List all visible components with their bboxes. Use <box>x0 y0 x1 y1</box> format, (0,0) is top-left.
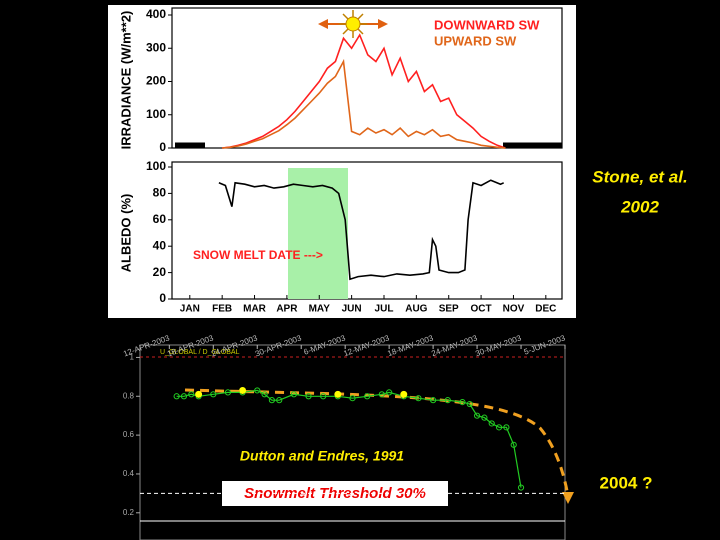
legend-entry: DOWNWARD SW <box>434 17 540 32</box>
y-tick-label: 40 <box>153 238 167 252</box>
x-tick-label: 24-MAY-2003 <box>430 333 479 358</box>
data-point <box>305 393 312 400</box>
data-point <box>510 441 517 448</box>
x-tick-label: OCT <box>471 304 492 315</box>
x-tick-label: 30-MAY-2003 <box>474 333 523 358</box>
data-point <box>290 391 297 398</box>
forecast-arrow <box>562 492 574 504</box>
x-tick-label: 30-APR-2003 <box>254 333 303 358</box>
data-point <box>224 389 232 396</box>
data-point <box>173 393 180 400</box>
data-point <box>415 395 422 402</box>
data-point <box>364 393 371 400</box>
citation: Stone, et al. <box>592 167 687 186</box>
y-tick-label: 0.6 <box>123 430 135 439</box>
x-tick-label: JUL <box>375 304 394 315</box>
y-tick-label: 100 <box>146 107 166 121</box>
lower-frame <box>139 344 566 540</box>
legend-entry: UPWARD SW <box>434 33 517 48</box>
y-tick-label: 1 <box>130 353 135 362</box>
y-tick-label: 0 <box>159 291 166 305</box>
series-line <box>218 179 505 281</box>
y-axis-label: ALBEDO (%) <box>118 194 133 273</box>
melt-period <box>288 168 348 299</box>
x-tick-label: MAY <box>309 304 331 315</box>
series-line <box>176 389 522 488</box>
x-tick-label: 12-MAY-2003 <box>342 333 391 358</box>
y-axis-label: IRRADIANCE (W/m**2) <box>118 11 133 150</box>
y-tick-label: 200 <box>146 74 166 88</box>
data-point <box>210 391 217 398</box>
data-point <box>400 390 408 398</box>
y-tick-label: 100 <box>146 159 166 173</box>
citation: Dutton and Endres, 1991 <box>240 448 404 464</box>
sun-icon <box>318 10 388 38</box>
y-tick-label: 0.4 <box>123 469 135 478</box>
data-point <box>466 400 473 408</box>
data-point <box>268 397 275 404</box>
data-point <box>320 393 327 400</box>
x-tick-label: MAR <box>243 304 267 315</box>
data-point <box>473 412 481 419</box>
x-tick-label: JAN <box>180 304 200 315</box>
annotation: SNOW MELT DATE ---> <box>193 248 323 262</box>
data-point <box>188 391 195 398</box>
forecast-curve <box>184 388 570 497</box>
data-point <box>444 397 451 404</box>
x-tick-label: DEC <box>535 304 556 315</box>
series-line <box>222 33 506 149</box>
data-point <box>261 391 268 398</box>
y-tick-label: 0.2 <box>123 508 135 517</box>
data-point <box>180 393 188 400</box>
data-point <box>481 414 488 421</box>
y-tick-label: 0.8 <box>123 391 135 400</box>
irradiance-frame <box>171 7 563 149</box>
y-tick-label: 400 <box>146 7 166 21</box>
albedo-frame <box>171 161 563 300</box>
data-point <box>254 387 261 394</box>
data-point <box>430 397 437 404</box>
data-point <box>334 390 342 398</box>
data-point <box>239 386 247 394</box>
data-point <box>495 424 503 431</box>
x-tick-label: NOV <box>503 304 525 315</box>
x-tick-label: APR <box>276 304 298 315</box>
data-point <box>349 395 356 402</box>
series-line <box>222 58 506 149</box>
y-tick-label: 20 <box>153 265 167 279</box>
x-tick-label: AUG <box>405 304 427 315</box>
data-point <box>488 420 495 427</box>
y-tick-label: 60 <box>153 212 167 226</box>
y-tick-label: 80 <box>153 186 167 200</box>
threshold-label: Snowmelt Threshold 30% <box>244 485 426 502</box>
data-point <box>276 397 283 404</box>
x-tick-label: SEP <box>439 304 459 315</box>
y-tick-label: 300 <box>146 40 166 54</box>
forecast-label: 2004 ? <box>600 473 653 492</box>
data-point <box>195 390 203 398</box>
data-point <box>459 398 466 406</box>
data-point <box>503 424 510 431</box>
citation-year: 2002 <box>620 197 659 216</box>
legend: U_GLOBAL / D_GLOBAL <box>160 349 240 356</box>
y-tick-label: 0 <box>159 140 166 154</box>
x-tick-label: JUN <box>342 304 362 315</box>
data-point <box>378 391 385 398</box>
x-tick-label: 18-MAY-2003 <box>386 333 435 358</box>
data-point <box>386 389 393 396</box>
x-tick-label: FEB <box>212 304 232 315</box>
data-point <box>517 484 525 491</box>
